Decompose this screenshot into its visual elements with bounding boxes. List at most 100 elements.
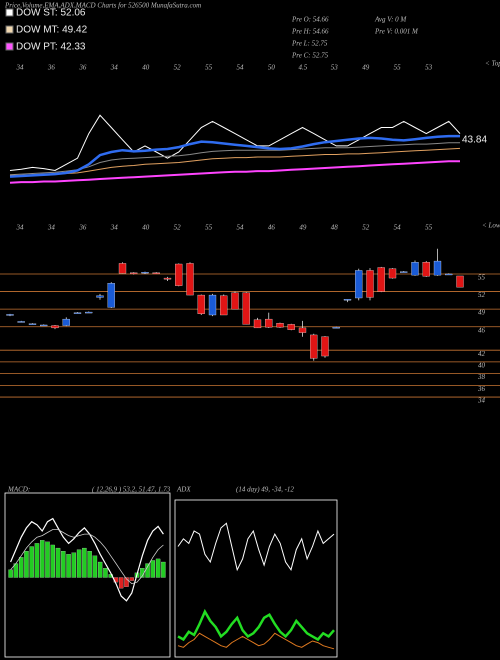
candle-body: [332, 327, 340, 329]
macd-bar: [161, 561, 166, 578]
candle-body: [298, 327, 307, 333]
chart-title: Price,Volume,EMA,ADX,MACD Charts for 526…: [4, 2, 201, 10]
macd-bar: [18, 557, 24, 578]
macd-bar: [103, 568, 108, 578]
date-label: 34: [110, 224, 119, 232]
date-label: 54: [237, 224, 245, 232]
info-text: Pre H: 54.66: [291, 28, 329, 36]
ema-line: [9, 114, 461, 172]
candle-body: [231, 292, 239, 310]
date-label: 34: [16, 64, 25, 72]
candle-body: [130, 272, 138, 274]
legend-swatch: [5, 25, 14, 34]
macd-bar: [40, 540, 45, 578]
corner-label: < Lows: [482, 222, 500, 230]
candle-body: [73, 312, 82, 314]
y-tick-label: 46: [478, 326, 486, 334]
macd-bar: [145, 563, 150, 578]
macd-bar: [87, 551, 92, 578]
candle-body: [62, 318, 70, 326]
date-label: 52: [362, 224, 370, 232]
corner-label: < Tops: [485, 60, 500, 68]
macd-bar: [66, 554, 71, 578]
info-text: Pre C: 52.75: [291, 52, 329, 60]
candle-body: [163, 277, 172, 280]
candle-body: [118, 263, 127, 274]
date-label: 36: [78, 64, 87, 72]
date-label: 49: [362, 64, 370, 72]
macd-bar: [129, 577, 134, 581]
y-tick-label: 49: [478, 309, 486, 317]
candle-body: [445, 273, 453, 276]
macd-bar: [92, 555, 98, 578]
candle-body: [343, 299, 352, 301]
candle-body: [96, 295, 104, 298]
candle-body: [276, 323, 284, 328]
adx-line: [177, 632, 335, 650]
candle-body: [152, 272, 160, 274]
y-tick-label: 38: [477, 373, 486, 381]
info-text: Pre L: 52.75: [291, 40, 328, 48]
last-label: 43.84: [462, 135, 487, 146]
date-label: 46: [268, 224, 276, 232]
macd-bar: [155, 558, 161, 578]
candle-body: [310, 334, 318, 359]
date-label: 52: [174, 64, 182, 72]
macd-line: [10, 517, 164, 602]
macd-bar: [34, 543, 40, 578]
adx-frame: [174, 499, 338, 658]
date-label: 34: [16, 224, 25, 232]
candle-body: [400, 271, 408, 273]
info-text: Pre V: 0.001 M: [374, 28, 419, 36]
date-label: 52: [174, 224, 182, 232]
date-label: 4.5: [298, 64, 307, 72]
macd-bar: [50, 544, 55, 578]
y-tick-label: 36: [477, 385, 486, 393]
date-label: 55: [425, 224, 433, 232]
macd-bar: [29, 546, 34, 578]
macd-bar: [82, 547, 87, 578]
macd-bar: [8, 569, 13, 578]
macd-bar: [55, 547, 61, 578]
legend-label: DOW PT: 42.33: [16, 42, 86, 53]
ema-line: [9, 142, 460, 176]
date-label: 53: [425, 64, 433, 72]
date-label: 36: [47, 64, 56, 72]
candle-body: [28, 323, 37, 325]
candle-body: [355, 270, 363, 299]
ema-line: [9, 160, 460, 184]
panel-title: MACD:: [7, 486, 30, 494]
date-label: 53: [331, 64, 339, 72]
candle-body: [141, 272, 149, 274]
panel-title: ADX: [176, 486, 191, 494]
adx-line: [177, 608, 335, 642]
ema-line: [9, 134, 460, 178]
legend-swatch: [5, 42, 14, 51]
macd-bar: [76, 549, 82, 578]
legend-swatch: [5, 8, 14, 17]
candle-body: [366, 270, 374, 298]
date-label: 34: [47, 224, 56, 232]
adx-line: [177, 522, 335, 572]
macd-line: [10, 529, 164, 585]
macd-bar: [45, 541, 50, 578]
date-label: 34: [110, 64, 119, 72]
y-tick-label: 52: [478, 291, 486, 299]
date-label: 40: [142, 64, 150, 72]
date-label: 36: [78, 224, 87, 232]
candle-body: [197, 294, 205, 314]
candle-body: [220, 295, 228, 316]
macd-bar: [124, 577, 129, 587]
candle-body: [186, 263, 194, 296]
info-text: Pre O: 54.66: [291, 16, 329, 24]
candle-body: [17, 321, 25, 323]
date-label: 48: [331, 224, 339, 232]
panel-params: ( 12,26,9 ) 53.2, 51.47, 1.73: [92, 486, 171, 494]
candle-body: [422, 262, 430, 277]
panel-params: (14 day) 49, -34, -12: [236, 486, 294, 494]
candle-body: [411, 262, 419, 276]
candle-body: [107, 283, 115, 308]
candle-body: [175, 263, 183, 286]
